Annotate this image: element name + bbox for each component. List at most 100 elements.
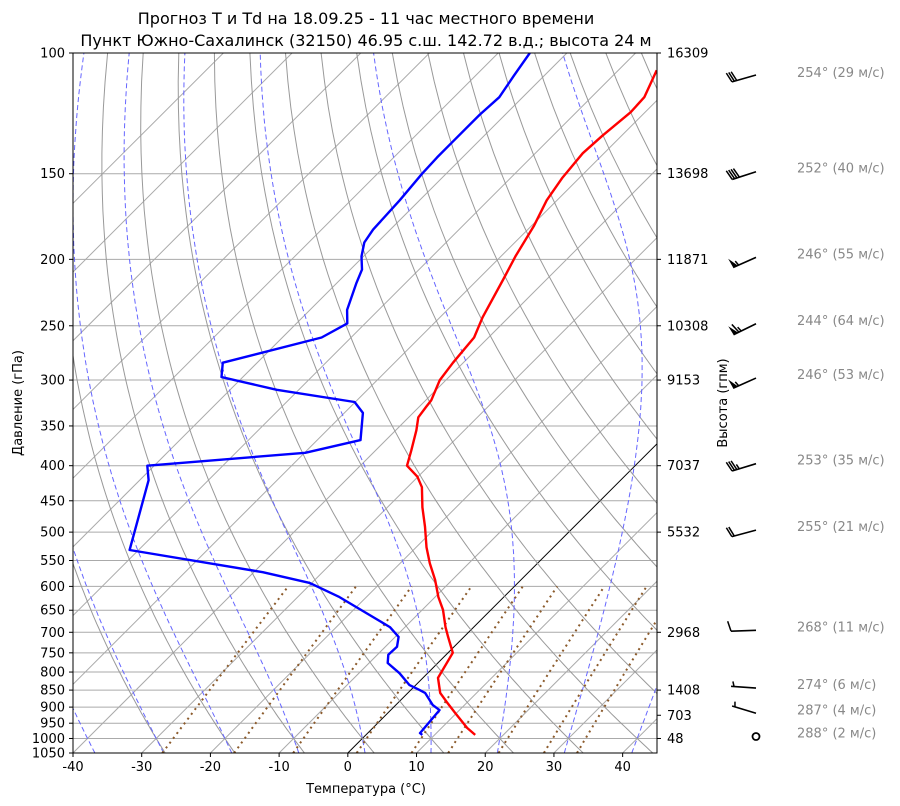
height-tick-label: 48 <box>667 732 684 747</box>
barb-full <box>728 169 736 180</box>
wind-label: 274° (6 м/с) <box>797 678 876 693</box>
barb-shaft <box>730 629 757 632</box>
wind-label: 246° (53 м/с) <box>797 368 885 383</box>
barb-shaft <box>731 705 757 715</box>
pressure-tick-label: 350 <box>40 419 65 434</box>
pressure-tick-label: 300 <box>40 374 65 389</box>
moist-adiabat <box>73 53 233 753</box>
barb-full <box>725 527 733 537</box>
temperature-tick-label: -10 <box>269 760 290 775</box>
wind-label: 253° (35 м/с) <box>797 454 885 469</box>
height-tick-label: 7037 <box>667 459 700 474</box>
wind-label: 255° (21 м/с) <box>797 520 885 535</box>
height-tick-label: 13698 <box>667 167 708 182</box>
y2-axis-label: Высота (гпм) <box>716 358 731 447</box>
barb-full <box>728 72 736 82</box>
mixing-ratio-line <box>576 617 657 753</box>
barb-shaft <box>731 170 757 181</box>
barb-full <box>728 461 736 471</box>
calm-circle-icon <box>751 732 761 741</box>
wind-label: 246° (55 м/с) <box>797 247 885 262</box>
isotherm <box>210 305 657 753</box>
mixing-ratio-line <box>543 585 648 753</box>
height-tick-label: 9153 <box>667 374 700 389</box>
barb-shaft <box>731 529 757 538</box>
isotherm <box>73 168 657 753</box>
dry-adiabat <box>677 53 900 753</box>
pressure-tick-label: 200 <box>40 253 65 268</box>
plot-frame <box>72 52 658 754</box>
wind-barb <box>728 256 757 269</box>
dewpoint-profile <box>128 53 531 736</box>
dry-adiabat <box>101 53 305 753</box>
temperature-tick-label: 10 <box>408 760 425 775</box>
barb-flag <box>728 326 739 335</box>
temperature-profile <box>405 69 657 736</box>
temperature-tick-label: 40 <box>614 760 631 775</box>
dry-adiabat <box>391 53 657 568</box>
moist-adiabat <box>123 53 300 753</box>
wind-label: 254° (29 м/с) <box>797 66 885 81</box>
height-tick-label: 703 <box>667 709 692 724</box>
barb-shaft <box>731 462 757 472</box>
dry-adiabat <box>356 53 657 631</box>
mixing-ratio-line <box>355 585 473 753</box>
barb-shaft <box>732 256 757 269</box>
pressure-tick-label: 500 <box>40 526 65 541</box>
axes: 1001502002503003504004505005506006507007… <box>32 47 708 776</box>
isotherm <box>141 236 657 753</box>
isotherm <box>484 580 657 753</box>
profiles <box>128 53 657 736</box>
mixing-ratio-line <box>233 585 357 753</box>
barb-full <box>725 461 733 472</box>
temperature-tick-label: 0 <box>344 760 352 775</box>
dry-adiabat <box>427 53 657 505</box>
barb-shaft <box>732 377 757 389</box>
height-tick-label: 5532 <box>667 526 700 541</box>
dry-adiabat <box>784 53 900 753</box>
height-tick-label: 2968 <box>667 626 700 641</box>
barb-half <box>732 681 735 687</box>
wind-label: 252° (40 м/с) <box>797 162 885 177</box>
chart-title-line-2: Пункт Южно-Сахалинск (32150) 46.95 с.ш. … <box>80 31 651 50</box>
x-axis-label: Температура (°C) <box>305 782 426 797</box>
isotherm <box>622 717 657 753</box>
wind-barbs: 254° (29 м/с) 252° (40 м/с) 246° (55 м/с) 2… <box>725 66 885 741</box>
dry-adiabat <box>320 53 657 695</box>
dry-adiabat <box>177 53 445 753</box>
barb-full <box>725 72 733 83</box>
dry-adiabat <box>249 53 584 753</box>
mixing-ratio-line <box>447 585 559 753</box>
moist-adiabat <box>259 53 432 753</box>
wind-label: 244° (64 м/с) <box>797 314 885 329</box>
barb-full <box>730 71 738 81</box>
moist-adiabat <box>373 53 515 753</box>
dry-adiabat <box>463 53 657 440</box>
isotherm <box>73 53 499 479</box>
isotherm <box>73 53 568 548</box>
barb-full <box>726 621 732 632</box>
height-tick-label: 11871 <box>667 253 708 268</box>
dry-adiabat <box>498 53 657 375</box>
wind-barb <box>725 526 757 538</box>
pressure-tick-label: 250 <box>40 319 65 334</box>
temperature-tick-label: -40 <box>62 760 83 775</box>
wind-barb <box>731 681 757 689</box>
barb-full <box>732 168 740 178</box>
background-lines <box>73 53 900 753</box>
barb-half <box>734 260 740 266</box>
isotherm <box>73 53 430 411</box>
wind-barb <box>725 71 757 83</box>
mixing-ratio-line <box>497 585 606 753</box>
wind-barb <box>726 621 757 632</box>
wind-barb <box>751 732 761 741</box>
pressure-tick-label: 450 <box>40 494 65 509</box>
dry-adiabat <box>213 53 514 753</box>
pressure-tick-label: 650 <box>40 604 65 619</box>
temperature-tick-label: -20 <box>200 760 221 775</box>
isotherm <box>73 53 224 205</box>
pressure-tick-label: 600 <box>40 580 65 595</box>
barb-half <box>737 326 742 332</box>
pressure-tick-label: 850 <box>40 684 65 699</box>
